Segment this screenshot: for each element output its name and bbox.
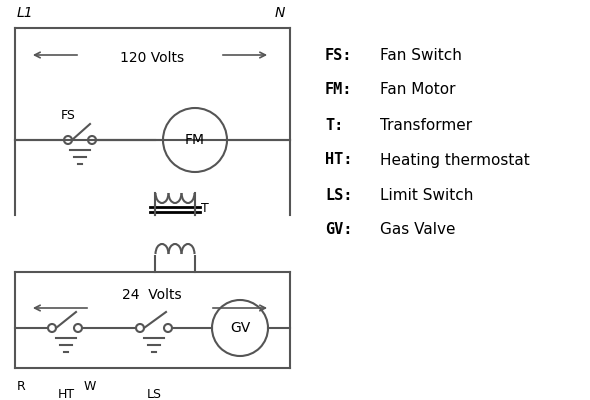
- Text: Gas Valve: Gas Valve: [380, 222, 455, 238]
- Text: Heating thermostat: Heating thermostat: [380, 152, 530, 168]
- Text: 120 Volts: 120 Volts: [120, 51, 184, 65]
- Text: T:: T:: [325, 118, 343, 132]
- Text: HT:: HT:: [325, 152, 352, 168]
- Text: Limit Switch: Limit Switch: [380, 188, 473, 202]
- Text: 24  Volts: 24 Volts: [122, 288, 182, 302]
- Text: FS: FS: [61, 109, 76, 122]
- Text: Fan Motor: Fan Motor: [380, 82, 455, 98]
- Text: FM: FM: [185, 133, 205, 147]
- Text: FM:: FM:: [325, 82, 352, 98]
- Text: GV:: GV:: [325, 222, 352, 238]
- Text: GV: GV: [230, 321, 250, 335]
- Text: N: N: [274, 6, 285, 20]
- Text: LS: LS: [146, 388, 162, 400]
- Text: FS:: FS:: [325, 48, 352, 62]
- Text: LS:: LS:: [325, 188, 352, 202]
- Text: W: W: [84, 380, 96, 393]
- Text: Transformer: Transformer: [380, 118, 472, 132]
- Text: HT: HT: [57, 388, 74, 400]
- Text: Fan Switch: Fan Switch: [380, 48, 462, 62]
- Text: L1: L1: [17, 6, 34, 20]
- Text: R: R: [17, 380, 26, 393]
- Text: T: T: [201, 202, 209, 216]
